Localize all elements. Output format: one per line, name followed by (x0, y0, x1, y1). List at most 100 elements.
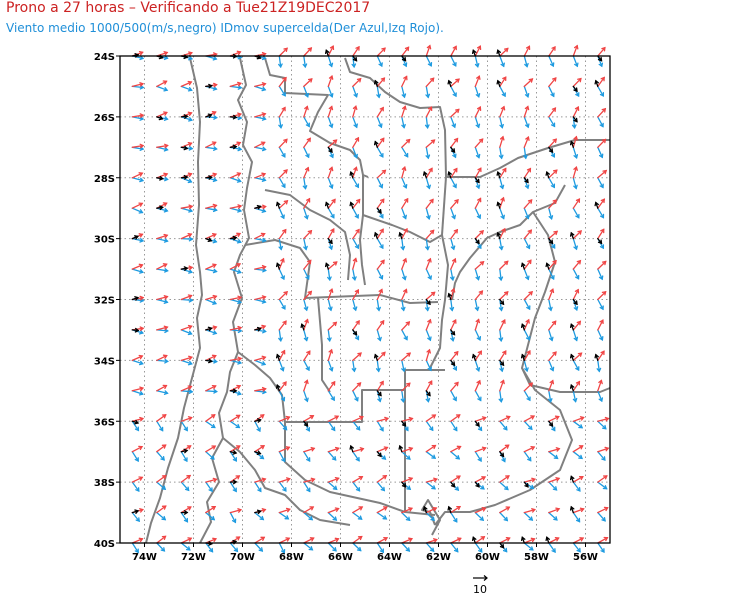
right-mover-vector (303, 146, 310, 159)
mean-wind-vector (450, 481, 456, 488)
right-mover-vector (499, 207, 505, 220)
mean-wind-vector (569, 140, 575, 148)
mean-wind-vector (520, 536, 526, 544)
left-mover-vector (229, 475, 241, 483)
left-mover-vector (156, 172, 169, 179)
left-mover-vector (450, 45, 457, 57)
lon-label: 70W (230, 552, 255, 563)
right-mover-vector (254, 542, 264, 552)
left-mover-vector (523, 135, 530, 148)
right-mover-vector (474, 329, 482, 341)
right-mover-vector (327, 451, 337, 461)
right-mover-vector (450, 85, 457, 98)
right-mover-vector (156, 542, 166, 552)
left-mover-vector (303, 197, 311, 209)
right-mover-vector (254, 85, 267, 92)
right-mover-vector (156, 146, 169, 152)
left-mover-vector (401, 257, 408, 270)
right-mover-vector (499, 511, 509, 522)
left-mover-vector (474, 536, 486, 544)
mean-wind-vector (523, 481, 529, 488)
left-mover-vector (499, 319, 506, 331)
lon-label: 58W (524, 552, 549, 563)
lon-label: 66W (328, 552, 353, 563)
right-mover-vector (327, 207, 335, 219)
right-mover-vector (425, 329, 432, 342)
right-mover-vector (425, 55, 433, 67)
right-mover-vector (254, 328, 267, 334)
mean-wind-vector (180, 114, 189, 119)
right-mover-vector (597, 177, 604, 189)
lat-label: 38S (94, 478, 115, 489)
left-mover-vector (254, 295, 267, 301)
mean-wind-vector (180, 448, 189, 454)
right-mover-vector (597, 390, 604, 403)
left-mover-vector (327, 288, 334, 301)
left-mover-vector (278, 349, 286, 362)
left-mover-vector (548, 379, 555, 392)
mean-wind-vector (447, 79, 452, 88)
right-mover-vector (572, 177, 578, 190)
right-mover-vector (303, 451, 311, 463)
left-mover-vector (572, 475, 584, 483)
right-mover-vector (131, 390, 144, 396)
left-mover-vector (499, 350, 507, 362)
left-mover-vector (548, 320, 557, 331)
right-mover-vector (278, 420, 288, 431)
left-mover-vector (499, 291, 509, 301)
right-mover-vector (352, 390, 359, 402)
mean-wind-vector (572, 116, 578, 123)
left-mover-vector (327, 476, 340, 483)
right-mover-vector (180, 268, 193, 274)
right-mover-vector (401, 542, 411, 552)
left-mover-vector (229, 50, 242, 57)
right-mover-vector (499, 481, 509, 491)
province-boundary-11 (244, 239, 311, 299)
lat-label: 34S (94, 356, 115, 367)
left-mover-vector (229, 356, 243, 362)
left-mover-vector (523, 290, 533, 301)
andes-border (199, 57, 253, 544)
right-mover-vector (597, 268, 604, 281)
right-mover-vector (474, 207, 482, 220)
left-mover-vector (474, 446, 487, 453)
mean-wind-vector (131, 509, 140, 514)
left-mover-vector (156, 444, 167, 453)
right-mover-vector (205, 115, 218, 120)
right-mover-vector (156, 268, 169, 273)
right-mover-vector (425, 420, 434, 432)
right-mover-vector (523, 511, 534, 521)
left-mover-vector (474, 379, 481, 392)
left-mover-vector (303, 290, 313, 301)
left-mover-vector (597, 350, 605, 362)
right-mover-vector (450, 268, 455, 282)
left-mover-vector (376, 506, 388, 514)
right-mover-vector (572, 237, 578, 251)
left-mover-vector (450, 137, 459, 148)
left-mover-vector (597, 446, 610, 453)
left-mover-vector (597, 536, 609, 544)
mean-wind-vector (520, 262, 526, 270)
mean-wind-vector (499, 298, 505, 306)
mean-wind-vector (450, 329, 456, 336)
mean-wind-vector (597, 237, 603, 245)
mean-wind-vector (376, 451, 382, 458)
left-mover-vector (180, 355, 193, 362)
right-mover-vector (131, 268, 144, 274)
mean-wind-vector (450, 146, 456, 153)
mean-wind-vector (548, 237, 554, 245)
left-mover-vector (352, 535, 363, 544)
left-mover-vector (450, 228, 459, 240)
right-mover-vector (327, 85, 334, 98)
lon-label: 64W (377, 552, 402, 563)
left-mover-vector (401, 75, 408, 88)
left-mover-vector (401, 46, 410, 57)
left-mover-vector (278, 47, 288, 57)
mean-wind-vector (422, 505, 428, 514)
right-mover-vector (229, 451, 237, 462)
right-mover-vector (597, 542, 605, 553)
right-mover-vector (548, 116, 556, 128)
right-mover-vector (327, 359, 334, 372)
right-mover-vector (425, 542, 435, 553)
right-mover-vector (278, 268, 285, 281)
